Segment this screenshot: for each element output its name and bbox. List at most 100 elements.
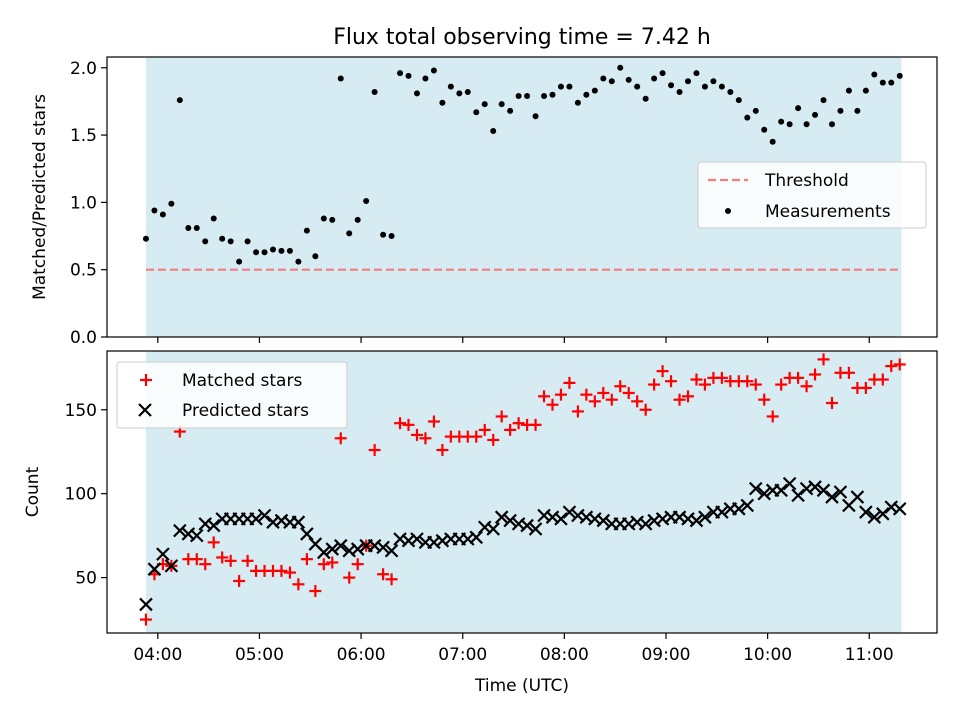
matched-point bbox=[504, 423, 517, 436]
measurement-point bbox=[278, 247, 285, 254]
measurement-point bbox=[642, 95, 649, 102]
predicted-point bbox=[164, 559, 179, 573]
predicted-point bbox=[638, 517, 653, 531]
measurement-point bbox=[718, 83, 725, 90]
predicted-point bbox=[715, 505, 729, 519]
measurement-point bbox=[363, 198, 370, 205]
bottom-y-ticks: 50 100 150 bbox=[65, 401, 107, 589]
matched-point bbox=[512, 417, 525, 430]
measurement-point bbox=[727, 89, 734, 95]
bottom-ytick-label: 50 bbox=[75, 569, 97, 589]
measurement-point bbox=[761, 126, 768, 133]
measurement-point bbox=[803, 121, 810, 128]
measurement-point bbox=[676, 89, 683, 95]
matched-point bbox=[326, 556, 339, 569]
matched-point bbox=[427, 415, 440, 428]
xtick-label: 07:00 bbox=[438, 645, 487, 665]
predicted-point bbox=[376, 540, 390, 555]
matched-point bbox=[876, 373, 889, 386]
measurement-point bbox=[371, 89, 378, 95]
measurement-point bbox=[871, 71, 878, 78]
measurement-point bbox=[168, 200, 175, 207]
matched-point bbox=[758, 393, 771, 406]
predicted-point bbox=[732, 502, 746, 516]
measurement-point bbox=[405, 72, 412, 79]
matched-point bbox=[817, 353, 830, 366]
predicted-point bbox=[554, 512, 568, 526]
measurement-point bbox=[507, 107, 514, 114]
matched-point bbox=[317, 558, 330, 571]
bottom-y-axis-label: Count bbox=[23, 466, 43, 517]
predicted-point bbox=[189, 528, 204, 543]
matched-point bbox=[800, 380, 813, 393]
matched-point bbox=[749, 378, 762, 391]
measurement-point bbox=[430, 67, 437, 74]
matched-point bbox=[224, 554, 237, 567]
predicted-point bbox=[825, 490, 839, 504]
measurement-point bbox=[854, 107, 861, 114]
measurement-point bbox=[557, 83, 564, 90]
matched-point bbox=[199, 558, 212, 571]
measurement-point bbox=[617, 64, 624, 71]
bottom-x-ticks: 04:00 05:00 06:00 07:00 08:00 09:00 10:00 11:00 bbox=[133, 633, 894, 665]
measurement-point bbox=[354, 216, 361, 223]
matched-point bbox=[656, 365, 669, 378]
matched-point bbox=[478, 423, 491, 436]
measurement-point bbox=[286, 247, 293, 254]
measurement-point bbox=[735, 97, 742, 104]
predicted-point bbox=[528, 522, 543, 536]
bottom-axes-frame bbox=[106, 350, 938, 634]
matched-point bbox=[241, 554, 254, 567]
xtick-label: 09:00 bbox=[641, 645, 690, 665]
measurement-point bbox=[151, 207, 158, 214]
legend-threshold-label: Threshold bbox=[764, 171, 849, 191]
matched-point bbox=[631, 395, 644, 408]
measurement-point bbox=[828, 121, 835, 128]
predicted-point bbox=[876, 507, 890, 521]
measurement-point bbox=[295, 258, 302, 265]
xtick-label: 11:00 bbox=[845, 645, 894, 665]
predicted-point bbox=[384, 543, 399, 558]
bottom-ytick-label: 150 bbox=[65, 401, 97, 421]
measurement-point bbox=[651, 75, 658, 82]
measurement-point bbox=[244, 238, 251, 245]
matched-point bbox=[309, 585, 322, 598]
xtick-label: 08:00 bbox=[540, 645, 589, 665]
matched-point bbox=[825, 397, 838, 410]
predicted-point bbox=[469, 530, 484, 545]
matched-point bbox=[622, 386, 635, 399]
matched-point bbox=[216, 551, 229, 564]
matched-point bbox=[580, 388, 593, 401]
matched-point bbox=[597, 386, 610, 399]
measurement-point bbox=[888, 79, 895, 86]
matched-point bbox=[588, 395, 601, 408]
measurement-point bbox=[685, 78, 691, 85]
matched-point bbox=[377, 568, 390, 581]
matched-point bbox=[190, 553, 203, 566]
measurement-point bbox=[490, 128, 497, 135]
legend-predicted-swatch bbox=[138, 403, 152, 417]
matched-point bbox=[410, 428, 423, 441]
matched-point bbox=[639, 403, 652, 416]
measurement-point bbox=[778, 118, 785, 125]
predicted-point bbox=[748, 481, 763, 496]
measurement-point bbox=[608, 78, 615, 85]
matched-point bbox=[334, 432, 347, 445]
matched-point bbox=[529, 418, 542, 431]
predicted-point bbox=[757, 486, 772, 501]
matched-point bbox=[394, 417, 407, 430]
predicted-point bbox=[859, 505, 873, 519]
predicted-point bbox=[562, 505, 577, 519]
top-ytick-label: 0.5 bbox=[70, 261, 97, 281]
matched-point bbox=[605, 393, 618, 406]
matched-point bbox=[682, 390, 694, 403]
top-x-ticks bbox=[157, 337, 870, 343]
measurement-point bbox=[481, 101, 488, 108]
matched-point bbox=[859, 381, 872, 394]
predicted-point bbox=[206, 518, 221, 533]
measurement-point bbox=[532, 113, 539, 120]
matched-point bbox=[436, 444, 449, 457]
predicted-point bbox=[867, 510, 882, 524]
measurement-point bbox=[795, 105, 802, 112]
